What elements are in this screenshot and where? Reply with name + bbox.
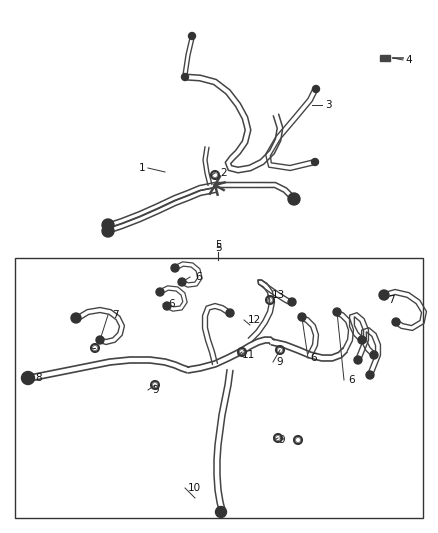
Text: 2: 2 <box>220 168 226 178</box>
Text: 9: 9 <box>152 385 159 395</box>
Text: 7: 7 <box>112 310 119 320</box>
Circle shape <box>96 336 104 344</box>
Text: 13: 13 <box>272 290 285 300</box>
Circle shape <box>71 313 81 323</box>
Circle shape <box>181 74 188 80</box>
Circle shape <box>379 290 389 300</box>
Circle shape <box>215 506 226 518</box>
Text: 6: 6 <box>348 375 355 385</box>
Text: 9: 9 <box>278 435 285 445</box>
Circle shape <box>188 33 195 39</box>
Text: 5: 5 <box>215 243 221 253</box>
Circle shape <box>298 313 306 321</box>
Text: 12: 12 <box>248 315 261 325</box>
Bar <box>15 258 423 518</box>
Circle shape <box>370 351 378 359</box>
Circle shape <box>102 225 114 237</box>
Text: 11: 11 <box>242 350 255 360</box>
Circle shape <box>163 302 171 310</box>
Text: 10: 10 <box>188 483 201 493</box>
Text: 6: 6 <box>310 353 317 363</box>
Text: 5: 5 <box>215 240 221 250</box>
Circle shape <box>312 85 319 93</box>
Text: 3: 3 <box>325 100 332 110</box>
Circle shape <box>171 264 179 272</box>
Circle shape <box>333 308 341 316</box>
Circle shape <box>21 372 35 384</box>
Circle shape <box>102 219 114 231</box>
Text: 1: 1 <box>138 163 145 173</box>
Circle shape <box>354 356 362 364</box>
Text: 4: 4 <box>405 55 412 65</box>
Circle shape <box>226 309 234 317</box>
Circle shape <box>288 298 296 306</box>
Bar <box>380 55 390 61</box>
Text: 9: 9 <box>276 357 283 367</box>
Text: 6: 6 <box>168 299 175 309</box>
Circle shape <box>392 318 400 326</box>
Circle shape <box>178 278 186 286</box>
Text: 6: 6 <box>195 272 201 282</box>
Circle shape <box>366 371 374 379</box>
Circle shape <box>288 193 300 205</box>
Circle shape <box>311 158 318 166</box>
Text: 7: 7 <box>388 295 395 305</box>
Circle shape <box>358 336 366 344</box>
Circle shape <box>156 288 164 296</box>
Text: 8: 8 <box>35 373 42 383</box>
